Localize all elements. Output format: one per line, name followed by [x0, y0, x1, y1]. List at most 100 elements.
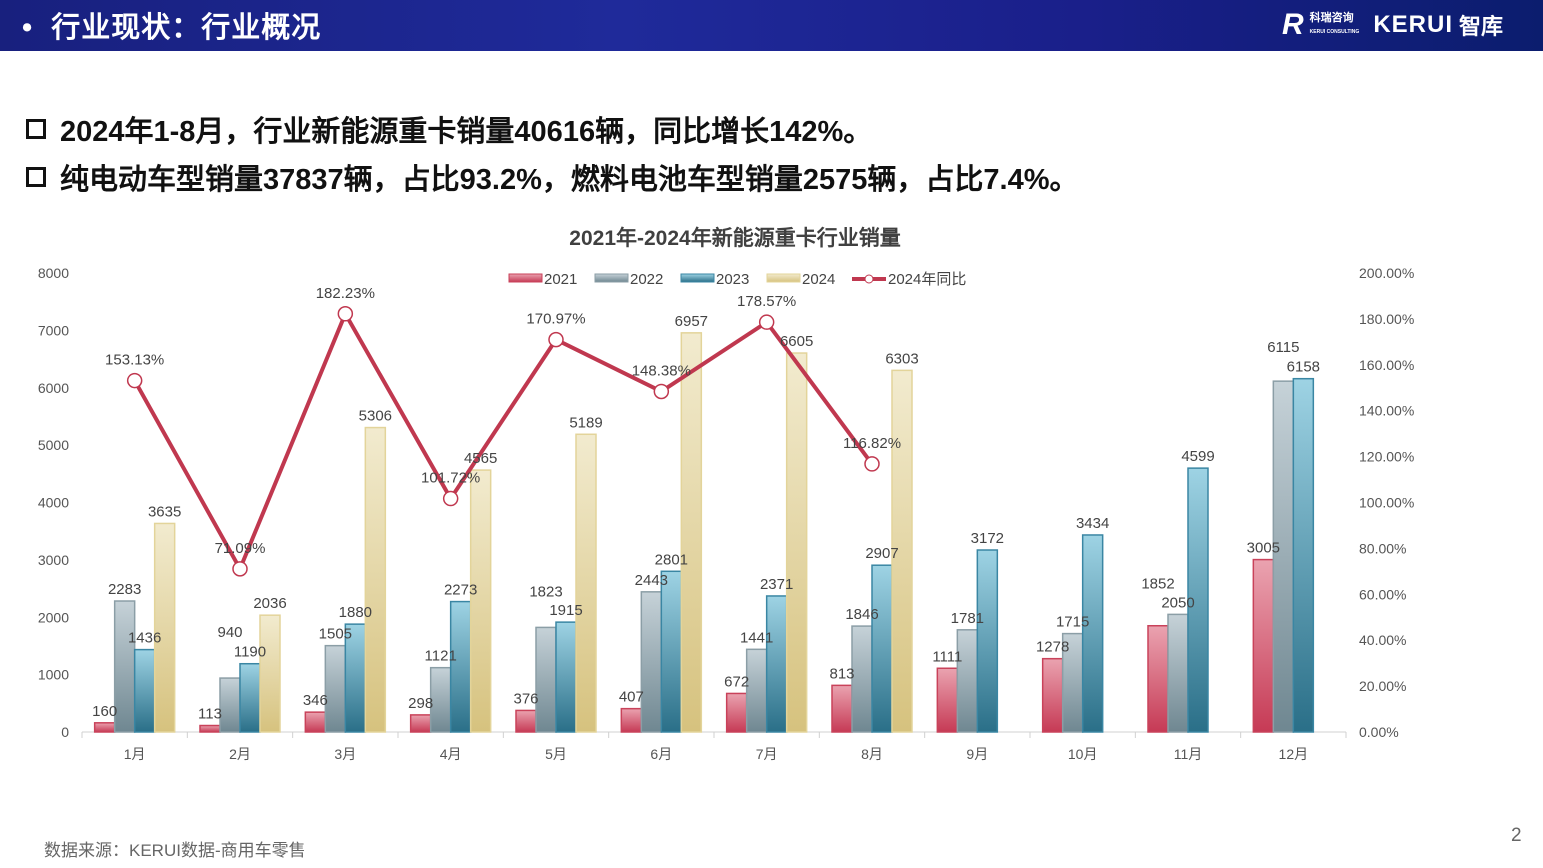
bar-label: 2036	[253, 595, 286, 612]
legend-label: 2024	[802, 271, 835, 288]
x-tick-label: 2月	[229, 746, 251, 762]
bar-2021	[409, 714, 432, 733]
bar-2022	[219, 677, 241, 733]
x-tick-label: 9月	[966, 746, 988, 762]
bar-label: 3172	[971, 530, 1004, 547]
x-tick-label: 3月	[334, 746, 356, 762]
bar-2023	[1081, 534, 1104, 733]
bar-2021	[1041, 657, 1064, 733]
square-bullet-icon	[26, 119, 46, 139]
bar-label: 1852	[1141, 576, 1174, 593]
bullet-1: 2024年1-8月，行业新能源重卡销量40616辆，同比增长142%。	[26, 108, 872, 150]
bar-label: 2371	[760, 576, 793, 593]
bar-2024	[259, 614, 281, 733]
bar-label: 6957	[675, 313, 708, 330]
bar-2021	[199, 724, 221, 733]
bar-label: 160	[92, 703, 117, 720]
bar-label: 6115	[1267, 339, 1299, 356]
bar-label: 407	[619, 689, 644, 706]
bar-2021	[725, 692, 748, 733]
x-tick-label: 1月	[124, 746, 146, 762]
bar-2021	[831, 684, 853, 733]
logo-cn: 科瑞咨询 KERUI CONSULTING	[1310, 12, 1360, 38]
bar-2021	[304, 711, 327, 733]
x-tick-label: 7月	[756, 746, 778, 762]
bar-2023	[555, 621, 577, 733]
bar-label: 5306	[359, 408, 392, 425]
bar-label: 2050	[1161, 594, 1194, 611]
x-tick-label: 6月	[650, 746, 672, 762]
yoy-line	[132, 309, 874, 574]
bar-label: 1436	[128, 630, 161, 647]
bar-2023	[449, 600, 472, 733]
yoy-label: 148.38%	[632, 362, 691, 379]
bar-label: 1190	[234, 644, 266, 661]
bar-label: 813	[829, 665, 854, 682]
bar-label: 940	[217, 624, 242, 641]
bar-label: 1715	[1056, 614, 1089, 631]
y2-tick-label: 100.00%	[1359, 495, 1414, 511]
yoy-point	[126, 372, 143, 389]
kerui-logo: R 科瑞咨询 KERUI CONSULTING KERUI 智库	[1282, 6, 1503, 44]
y2-tick-label: 40.00%	[1359, 632, 1406, 648]
yoy-point	[232, 561, 248, 577]
bar-label: 6605	[780, 333, 813, 350]
bar-2021	[936, 667, 959, 733]
bar-label: 1111	[932, 648, 962, 665]
yoy-point	[653, 383, 670, 400]
bar-2021	[620, 707, 643, 733]
bar-2023	[765, 595, 788, 733]
bullet-2: 纯电动车型销量37837辆，占比93.2%，燃料电池车型销量2575辆，占比7.…	[26, 156, 1079, 198]
bar-label: 1278	[1036, 639, 1069, 656]
yoy-point	[337, 306, 354, 322]
bar-2023	[239, 662, 261, 733]
bar-2021	[515, 709, 537, 733]
bar-2024	[680, 332, 703, 733]
bar-2024	[469, 469, 492, 733]
x-tick-label: 5月	[545, 746, 567, 762]
bar-2021	[1147, 624, 1169, 733]
bar-2024	[364, 426, 387, 733]
logo-cn-text: 科瑞咨询	[1309, 12, 1354, 24]
bar-2023	[1292, 377, 1315, 733]
bar-label: 1505	[319, 626, 352, 643]
bullet-text: 2024年1-8月，行业新能源重卡销量40616辆，同比增长142%。	[60, 116, 873, 148]
logo-en: KERUI	[1373, 11, 1453, 38]
legend-line-marker	[864, 274, 874, 284]
y-tick-label: 3000	[38, 552, 69, 568]
bar-2024	[153, 522, 176, 733]
x-tick-label: 11月	[1174, 746, 1203, 762]
legend-swatch-2023	[680, 273, 715, 283]
y2-tick-label: 180.00%	[1359, 311, 1414, 327]
title-text: 行业现状：行业概况	[51, 12, 322, 44]
y2-tick-label: 60.00%	[1359, 586, 1406, 602]
legend-label: 2023	[716, 271, 749, 288]
yoy-point	[864, 456, 880, 472]
bullet-text: 纯电动车型销量37837辆，占比93.2%，燃料电池车型销量2575辆，占比7.…	[60, 164, 1079, 196]
bar-2023	[976, 549, 999, 733]
bar-2021	[93, 722, 116, 733]
bar-2022	[429, 666, 452, 733]
bar-2022	[956, 629, 979, 733]
y-tick-label: 5000	[38, 437, 69, 453]
bar-2023	[660, 570, 683, 733]
title-bullet: •	[22, 12, 34, 44]
bar-2022	[113, 600, 136, 733]
bar-label: 1121	[425, 648, 457, 665]
yoy-label: 182.23%	[316, 285, 375, 302]
bar-label: 113	[198, 706, 222, 723]
bar-label: 2801	[655, 551, 688, 568]
data-source: 数据来源：KERUI数据-商用车零售	[44, 841, 306, 860]
y-tick-label: 8000	[38, 265, 69, 281]
bar-label: 2273	[444, 582, 477, 599]
y2-tick-label: 120.00%	[1359, 449, 1414, 465]
bar-label: 1781	[951, 610, 984, 627]
bar-label: 1846	[845, 606, 878, 623]
bar-label: 4565	[464, 450, 497, 467]
y-tick-label: 7000	[38, 322, 69, 338]
logo-zk: 智库	[1458, 14, 1503, 39]
y-tick-label: 0	[61, 724, 69, 740]
yoy-label: 101.72%	[421, 470, 480, 487]
x-tick-label: 8月	[861, 746, 883, 762]
